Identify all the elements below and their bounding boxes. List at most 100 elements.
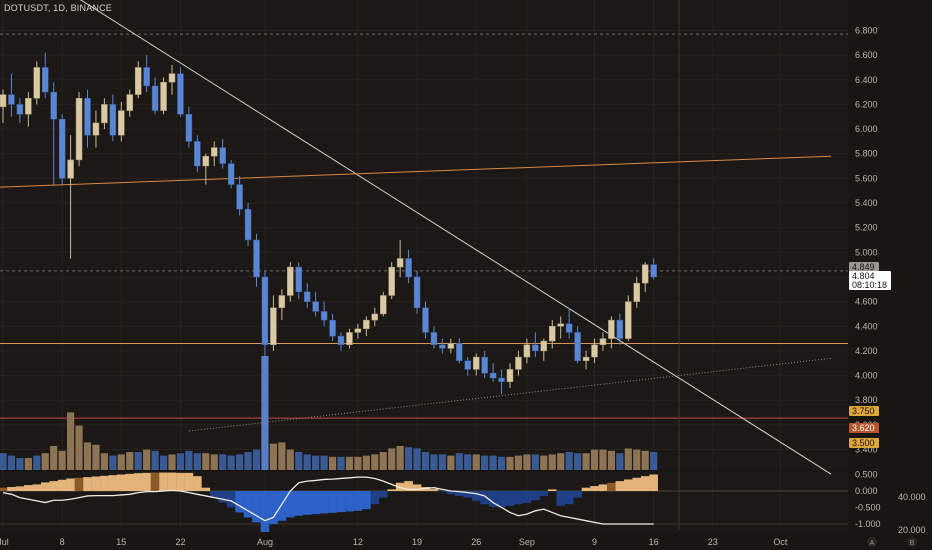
volume-bar (168, 454, 176, 470)
volume-bar (616, 453, 624, 470)
volume-bar (582, 453, 590, 470)
candle-body (67, 159, 74, 179)
histogram-bar (328, 491, 337, 513)
volume-bar (210, 454, 218, 470)
histogram-bar (471, 491, 481, 501)
histogram-bar (91, 476, 101, 491)
volume-bar (481, 455, 489, 470)
price-tick-label: 3.400 (855, 445, 878, 455)
volume-bar (354, 456, 362, 470)
candle-body (641, 264, 649, 284)
volume-bar (345, 456, 354, 470)
candle-body (295, 266, 302, 293)
histogram-bar (277, 491, 287, 521)
volume-bar (286, 449, 294, 470)
candle-body (506, 369, 514, 382)
histogram-bar (632, 477, 642, 491)
candle-body (160, 81, 167, 111)
price-label-box (849, 271, 891, 290)
histogram-bar (404, 481, 413, 491)
candle-body (591, 344, 598, 358)
price-label-text: 4.849 (852, 262, 875, 272)
candle-body (185, 114, 193, 142)
candle-body (430, 332, 438, 346)
indicator-tick-label: -0.500 (855, 503, 881, 513)
price-tick-label: 5.000 (855, 247, 878, 257)
histogram-bar (167, 472, 177, 491)
volume-bar (464, 454, 472, 470)
time-tick-label: Jul (0, 537, 9, 547)
time-tick-label: Sep (519, 537, 535, 547)
secondary-tick-label: 40.000 (898, 492, 926, 502)
histogram-bar (421, 487, 430, 491)
indicator-line (2, 476, 654, 525)
volume-bar (379, 452, 387, 470)
volume-bar (193, 453, 201, 470)
volume-bar (143, 449, 151, 470)
price-label-countdown: 08:10:18 (852, 280, 887, 290)
volume-bar (599, 449, 607, 470)
candle-body (380, 295, 387, 315)
volume-bar (574, 453, 582, 470)
time-tick-label: Aug (257, 537, 273, 547)
volume-bar (548, 454, 556, 470)
volume-bar (472, 454, 480, 470)
histogram-bar (505, 491, 515, 506)
histogram-bar (302, 491, 312, 515)
volume-bar (320, 455, 328, 470)
candle-body (253, 239, 260, 278)
candle-body (202, 155, 210, 167)
histogram-bar (201, 487, 211, 491)
volume-bar (438, 454, 446, 470)
candle-body (278, 295, 286, 309)
candle-body (261, 276, 269, 346)
volume-bar (371, 454, 379, 470)
candle-body (599, 338, 607, 346)
candle-body (532, 344, 539, 352)
volume-bar (92, 444, 100, 470)
histogram-bar (556, 491, 565, 506)
candle-body (101, 104, 108, 124)
candle-body (84, 98, 91, 136)
candle-body (16, 104, 24, 115)
histogram-bar (7, 487, 16, 491)
histogram-bar (598, 484, 608, 491)
footer-button-bg (907, 537, 917, 547)
price-label-box (849, 406, 879, 416)
histogram-bar (24, 485, 33, 491)
candle-body (633, 282, 640, 302)
histogram-bar (488, 491, 498, 507)
candle-body (75, 98, 83, 161)
histogram-bar (438, 491, 447, 492)
volume-bar (41, 453, 49, 470)
histogram-bar (260, 491, 270, 534)
histogram-bar (455, 491, 464, 496)
volume-bar (7, 455, 16, 470)
histogram-bar (226, 491, 236, 508)
candle-body (363, 319, 370, 329)
candle-body (650, 264, 657, 278)
candle-body (498, 377, 505, 382)
indicator-tick-label: 0.500 (855, 470, 878, 480)
histogram-bar (378, 491, 388, 498)
candle-body (0, 94, 7, 108)
histogram-bar (142, 472, 151, 491)
histogram-bar (581, 487, 591, 491)
candle-body (194, 141, 201, 167)
candle-body (227, 163, 235, 185)
volume-bar (497, 456, 506, 470)
histogram-bar (429, 489, 439, 491)
price-tick-label: 5.600 (855, 173, 878, 183)
candle-body (574, 332, 581, 362)
volume-bar (455, 453, 463, 470)
chart-title: DOTUSDT, 1D, BINANCE (4, 3, 113, 13)
histogram-bar (32, 484, 42, 491)
histogram-bar (74, 477, 84, 491)
price-tick-label: 3.800 (855, 395, 878, 405)
price-tick-label: 4.400 (855, 321, 878, 331)
volume-bar (506, 456, 514, 470)
candle-body (151, 85, 159, 111)
volume-bar (641, 450, 649, 470)
histogram-bar (615, 481, 625, 491)
